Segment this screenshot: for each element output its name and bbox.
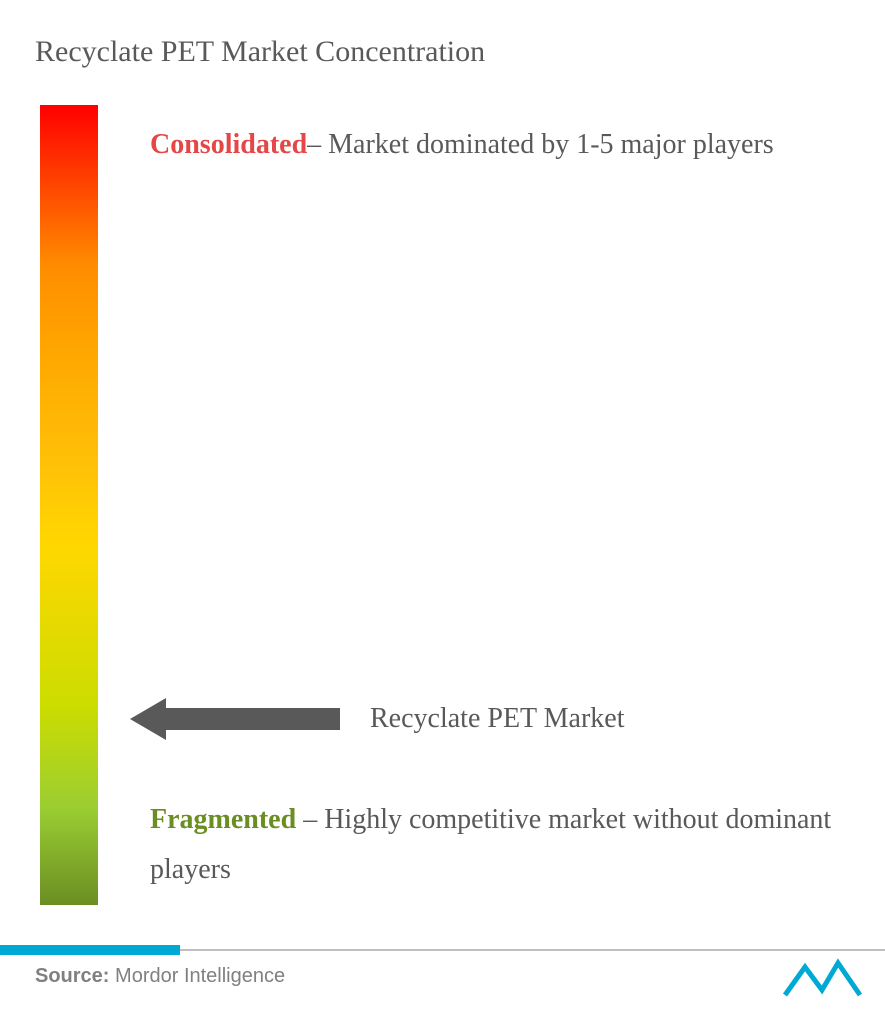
- market-name-label: Recyclate PET Market: [370, 703, 625, 735]
- footer-accent: [0, 945, 180, 955]
- source-label: Source:: [35, 965, 109, 987]
- footer-line: [180, 949, 885, 951]
- consolidated-description: Consolidated– Market dominated by 1-5 ma…: [150, 120, 810, 170]
- chart-title: Recyclate PET Market Concentration: [35, 35, 485, 69]
- concentration-gradient-bar: [40, 105, 98, 905]
- brand-logo-icon: [780, 955, 865, 1005]
- arrow-left-icon: [130, 698, 340, 740]
- source-value: Mordor Intelligence: [115, 965, 285, 987]
- source-attribution: Source: Mordor Intelligence: [35, 965, 285, 988]
- fragmented-description: Fragmented – Highly competitive market w…: [150, 795, 850, 896]
- arrow-shaft: [162, 708, 340, 730]
- consolidated-text: – Market dominated by 1-5 major players: [307, 129, 774, 160]
- arrow-head: [130, 698, 166, 740]
- fragmented-label: Fragmented: [150, 804, 296, 835]
- market-position-marker: Recyclate PET Market: [130, 698, 830, 748]
- footer-divider: [0, 945, 885, 955]
- chart-container: Recyclate PET Market Concentration Conso…: [0, 0, 885, 1025]
- consolidated-label: Consolidated: [150, 129, 307, 160]
